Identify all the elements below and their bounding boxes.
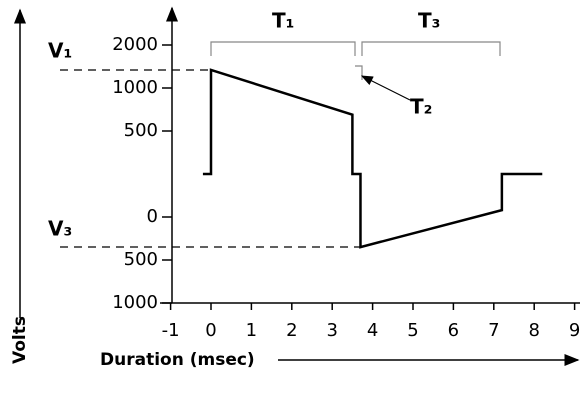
y-tick-label: 500: [124, 249, 158, 270]
x-tick-label: 4: [367, 320, 378, 341]
t3-label: T₃: [418, 9, 440, 33]
y-tick-label: 1000: [112, 77, 158, 98]
x-tick-label: 6: [448, 320, 459, 341]
x-tick-label: 2: [286, 320, 297, 341]
annotation-lines: [60, 41, 501, 248]
t1-label: T₁: [272, 9, 294, 33]
v1-label: V₁: [48, 39, 72, 63]
x-tick-label: 7: [488, 320, 499, 341]
t2-bracket: [355, 65, 363, 80]
y-tick-label: 0: [147, 206, 158, 227]
x-tick-label: -1: [162, 320, 180, 341]
y-tick-label: 1000: [112, 292, 158, 313]
x-axis-title: Duration (msec): [100, 350, 255, 370]
x-tick-label: 8: [528, 320, 539, 341]
v3-label: V₃: [48, 217, 72, 241]
x-tick-label: 1: [246, 320, 257, 341]
t2-arrow: [360, 75, 411, 101]
axes: [14, 6, 580, 366]
waveform-line: [202, 68, 543, 249]
x-tick-label: 3: [326, 320, 337, 341]
t1-bracket: [210, 41, 356, 56]
y-tick-label: 500: [124, 120, 158, 141]
x-tick-label: 5: [407, 320, 418, 341]
x-tick-label: 0: [205, 320, 216, 341]
t3-bracket: [361, 41, 501, 56]
t2-label: T₂: [410, 95, 432, 119]
y-tick-label: 2000: [112, 34, 158, 55]
x-tick-label: 9: [569, 320, 580, 341]
y-axis-title: Volts: [10, 316, 30, 364]
